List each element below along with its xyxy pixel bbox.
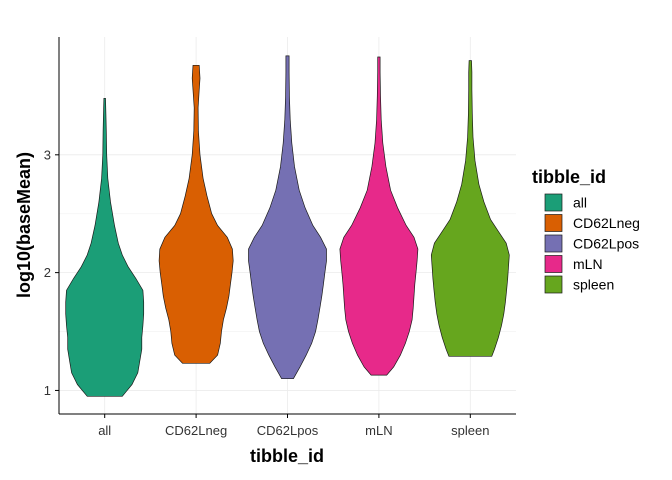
legend-label: CD62Lpos [573,236,639,252]
legend-swatch [544,214,563,232]
violin-spleen [430,60,510,357]
x-tick-label: mLN [365,423,392,438]
violin-cd62lpos [248,55,327,380]
legend-swatch [544,275,563,294]
y-ticks: 1 2 3 [44,147,59,398]
legend-label: mLN [573,256,603,272]
legend-label: CD62Lneg [573,215,640,231]
legend-label: spleen [573,277,614,293]
y-axis-title: log10(baseMean) [14,152,34,298]
legend-swatch [544,193,563,212]
y-tick-label: 2 [44,265,51,280]
x-ticks: all CD62Lneg CD62Lpos mLN spleen [98,414,489,438]
legend: tibble_id all CD62Lneg CD62Lpos mLN spleen [532,167,640,294]
violin-cd62lneg [158,64,234,364]
violin-plot-area [65,55,510,397]
legend-swatch [544,255,563,273]
x-tick-label: spleen [451,423,489,438]
y-tick-label: 3 [44,147,51,162]
legend-label: all [573,195,587,211]
y-tick-label: 1 [44,383,51,398]
legend-swatch [544,234,563,253]
x-tick-label: all [98,423,111,438]
x-axis-title: tibble_id [250,446,324,466]
x-tick-label: CD62Lpos [257,423,319,438]
x-tick-label: CD62Lneg [165,423,227,438]
legend-title: tibble_id [532,167,606,187]
legend-items: all CD62Lneg CD62Lpos mLN spleen [544,193,640,294]
violin-mln [339,56,419,376]
violin-all [65,97,145,397]
